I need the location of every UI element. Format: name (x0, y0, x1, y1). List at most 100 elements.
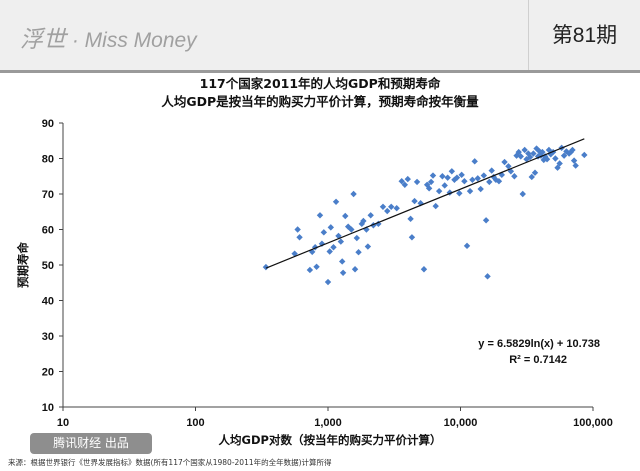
data-point (337, 238, 345, 245)
y-tick-label: 30 (42, 331, 54, 343)
data-point (519, 190, 526, 198)
data-point (554, 164, 561, 171)
data-point (463, 242, 471, 250)
y-tick-label: 50 (42, 260, 54, 272)
data-point (569, 146, 576, 154)
data-point (408, 234, 416, 241)
data-point (560, 152, 568, 159)
data-point (523, 156, 530, 163)
data-point (344, 223, 352, 230)
r-squared: R² = 0.7142 (509, 354, 567, 366)
data-point (521, 146, 528, 154)
data-point (427, 178, 435, 186)
column-title-main: 浮世 (20, 27, 66, 52)
data-point (350, 190, 357, 198)
data-point (439, 173, 446, 180)
data-point (540, 156, 547, 164)
data-point (477, 185, 484, 193)
y-tick-label: 90 (42, 118, 54, 130)
data-point (536, 148, 543, 155)
chart-title: 117个国家2011年的人均GDP和预期寿命 (200, 76, 441, 91)
data-point (482, 217, 490, 224)
data-point (425, 185, 433, 192)
data-point (348, 226, 355, 233)
data-point (466, 187, 474, 195)
x-tick-label: 10 (57, 417, 69, 429)
data-point (567, 148, 575, 156)
data-point (505, 163, 512, 170)
data-point (364, 243, 372, 250)
data-point (581, 151, 588, 159)
data-point (517, 153, 524, 160)
data-point (552, 155, 559, 162)
data-point (388, 203, 395, 210)
data-point (570, 157, 578, 164)
x-tick-label: 10,000 (444, 417, 478, 429)
header-rule (0, 70, 640, 73)
chart-area: 117个国家2011年的人均GDP和预期寿命 人均GDP是按当年的购买力平价计算… (0, 73, 640, 471)
data-point (533, 145, 540, 152)
data-point (324, 278, 332, 286)
data-point (339, 258, 346, 265)
data-point (484, 273, 491, 280)
x-axis-label: 人均GDP对数（按当年的购买力平价计算） (219, 433, 442, 447)
data-point (547, 151, 554, 158)
scatter-chart: 117个国家2011年的人均GDP和预期寿命 人均GDP是按当年的购买力平价计算… (8, 76, 613, 467)
data-point (353, 234, 361, 242)
source-note: 来源：根据世界银行《世界发展指标》数据(所有117个国家从1980-2011年的… (8, 457, 332, 467)
data-point (563, 148, 570, 155)
data-point (326, 248, 333, 255)
data-point (311, 244, 319, 251)
data-point (572, 162, 579, 169)
trend-line (265, 138, 585, 269)
chart-subtitle: 人均GDP是按当年的购买力平价计算，预期寿命按年衡量 (161, 94, 479, 109)
data-point (480, 172, 488, 179)
data-point (393, 205, 400, 212)
data-point (531, 169, 539, 176)
data-point (360, 217, 367, 225)
data-point (525, 150, 532, 157)
data-point (407, 215, 414, 223)
y-axis-label: 预期寿命 (16, 242, 30, 288)
data-point (320, 229, 328, 236)
y-tick-label: 80 (42, 154, 54, 166)
data-point (501, 158, 508, 166)
issue-number: 第81期 (551, 24, 618, 47)
header-bar: 浮世 · Miss Money 第81期 (0, 0, 640, 72)
column-subtitle: · Miss Money (66, 29, 197, 52)
data-point (456, 190, 463, 197)
x-tick-label: 1,000 (314, 417, 342, 429)
data-point (367, 212, 374, 219)
data-point (495, 178, 503, 185)
data-point (313, 263, 320, 270)
data-point (444, 174, 451, 181)
data-point (453, 174, 461, 181)
data-point (432, 202, 439, 210)
data-point (461, 178, 468, 185)
data-point (316, 212, 324, 219)
data-point (511, 173, 518, 180)
column-title: 浮世 · Miss Money (20, 20, 197, 54)
data-point (469, 176, 476, 183)
data-point (351, 266, 359, 273)
data-point (355, 249, 362, 256)
data-point (294, 226, 301, 233)
data-point (435, 187, 443, 195)
data-point (330, 244, 337, 251)
data-point (339, 269, 347, 277)
y-tick-label: 20 (42, 367, 54, 379)
data-point (543, 156, 551, 163)
header-divider (528, 0, 529, 72)
data-point (534, 153, 542, 160)
data-point (401, 181, 409, 188)
data-point (404, 175, 411, 183)
x-tick-label: 100,000 (573, 417, 613, 429)
data-point (332, 198, 340, 206)
data-point (556, 160, 563, 167)
data-point (342, 212, 349, 220)
data-point (411, 197, 418, 205)
data-point (363, 226, 370, 233)
data-point (526, 153, 534, 161)
data-point (441, 182, 448, 189)
data-point (262, 263, 270, 271)
